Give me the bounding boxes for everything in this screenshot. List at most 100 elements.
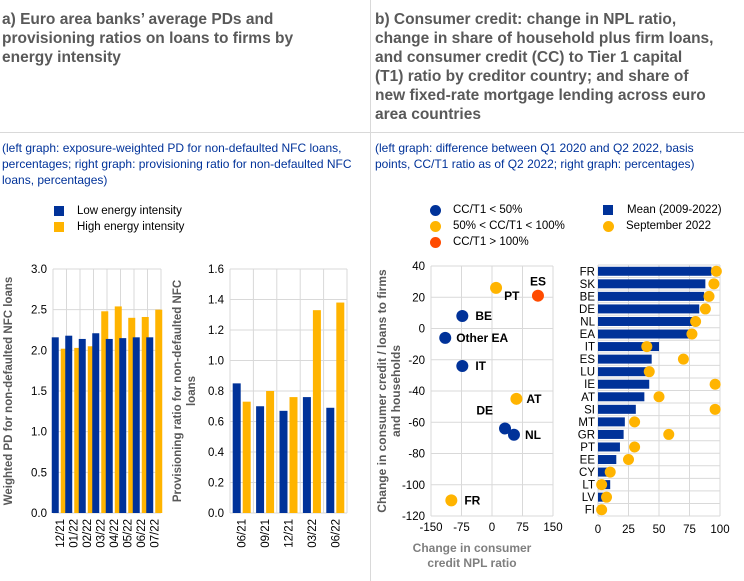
scatter-point-pt <box>490 281 503 294</box>
pd-chart-xtick-label: 04/22 <box>109 519 121 548</box>
provisioning-chart-bar-low <box>279 410 288 513</box>
scatter-ytick-label: -40 <box>408 386 425 398</box>
fixed-rate-bar-mean <box>598 316 694 326</box>
pd-chart-bar-high <box>101 311 109 513</box>
fixed-rate-bar-mean <box>598 392 645 402</box>
scatter-point-label: ES <box>530 275 546 289</box>
provisioning-chart-bar-low <box>302 397 311 513</box>
provisioning-chart-xtick-label: 09/21 <box>260 519 272 548</box>
pd-chart-ytick-label: 1.5 <box>31 386 47 398</box>
scatter-ytick-label: 40 <box>412 261 425 273</box>
subtitle-line: percentages; right graph: provisioning r… <box>2 157 352 171</box>
fixed-rate-dot-sep-2022 <box>653 391 665 403</box>
pd-chart-ylabel: Weighted PD for non-defaulted NFC loans <box>3 277 15 506</box>
panel-b-legend-right: Mean (2009-2022) September 2022 <box>603 202 722 234</box>
title-line: energy intensity <box>2 49 121 66</box>
fixed-rate-dot-sep-2022 <box>629 441 641 453</box>
scatter-point-label: NL <box>525 428 541 442</box>
fixed-rate-category-label: GR <box>578 429 595 441</box>
scatter-point-nl <box>507 428 520 441</box>
scatter-xtick-label: -150 <box>419 522 442 534</box>
legend-swatch-circle <box>430 204 441 216</box>
fixed-rate-category-label: AT <box>581 392 595 404</box>
pd-chart-bar-low <box>146 337 154 513</box>
pd-chart-xtick-label: 06/22 <box>136 519 148 548</box>
fixed-rate-category-label: MT <box>578 417 595 429</box>
fixed-rate-dot-sep-2022 <box>690 315 702 327</box>
scatter-point-fr <box>445 494 458 507</box>
scatter-ytick-label: -100 <box>402 480 425 492</box>
scatter-ytick-label: -120 <box>402 511 425 523</box>
fixed-rate-dot-sep-2022 <box>596 479 608 491</box>
provisioning-chart-bar-high <box>266 391 275 513</box>
provisioning-chart-ytick-label: 0.0 <box>208 508 224 520</box>
provisioning-chart-xtick-label: 06/22 <box>330 519 342 548</box>
legend-swatch-circle <box>430 236 441 248</box>
title-line: a) Euro area banks’ average PDs and <box>2 11 274 28</box>
pd-chart-ytick-label: 3.0 <box>31 264 47 276</box>
pd-chart-bar-high <box>155 309 163 513</box>
scatter-xlabel: Change in consumer <box>413 541 532 555</box>
fixed-rate-dot-sep-2022 <box>677 353 689 365</box>
fixed-rate-dot-sep-2022 <box>623 454 634 466</box>
fixed-rate-category-label: SI <box>584 404 595 416</box>
provisioning-chart-ytick-label: 1.2 <box>208 325 224 337</box>
title-line: area countries <box>375 106 481 123</box>
fixed-rate-category-label: LT <box>582 480 595 492</box>
fixed-rate-xtick-label: 100 <box>710 524 729 536</box>
legend-swatch-square <box>54 206 64 216</box>
panel-b-header-divider <box>371 132 744 133</box>
scatter-point-be <box>456 310 469 322</box>
fixed-rate-xtick-label: 25 <box>622 524 635 536</box>
scatter-point-it <box>456 360 469 372</box>
scatter-ytick-label: 0 <box>419 324 425 336</box>
scatter-point-label: IT <box>475 359 486 373</box>
scatter-xtick-label: 0 <box>489 522 495 534</box>
scatter-ytick-label: 20 <box>412 292 425 304</box>
fixed-rate-dot-sep-2022 <box>596 504 608 516</box>
fixed-rate-category-label: FI <box>585 505 595 517</box>
pd-chart-ytick-label: 0.5 <box>31 467 47 479</box>
fixed-rate-category-label: DE <box>579 304 595 316</box>
fixed-rate-dot-sep-2022 <box>708 278 720 290</box>
fixed-rate-dot-sep-2022 <box>686 328 698 340</box>
fixed-rate-bar-mean <box>598 467 608 477</box>
fixed-rate-category-label: ES <box>580 354 596 366</box>
fixed-rate-category-label: SK <box>580 279 596 291</box>
panel-a-header-divider <box>0 132 370 133</box>
pd-chart-bar-low <box>92 333 100 513</box>
scatter-point-es <box>531 289 544 302</box>
scatter-ylabel: Change in consumer credit / loans to fir… <box>375 269 389 513</box>
provisioning-chart-ytick-label: 0.4 <box>208 447 225 459</box>
fixed-rate-bar-mean <box>598 329 690 339</box>
provisioning-chart-ytick-label: 0.6 <box>208 417 224 429</box>
scatter-xtick-label: 75 <box>516 522 529 534</box>
title-line: change in share of household plus firm l… <box>375 30 714 47</box>
fixed-rate-bar-mean <box>598 266 712 276</box>
scatter-ytick-label: -80 <box>408 449 425 461</box>
fixed-rate-dot-sep-2022 <box>601 491 613 503</box>
fixed-rate-dot-sep-2022 <box>709 403 721 415</box>
fixed-rate-bar-mean <box>598 291 705 301</box>
pd-chart-bar-high <box>128 317 136 513</box>
fixed-rate-bar-mean <box>598 455 617 465</box>
legend-swatch-circle <box>603 220 614 232</box>
pd-chart-bar-low <box>105 338 113 513</box>
fixed-rate-bar-mean <box>598 429 624 439</box>
fixed-rate-dot-sep-2022 <box>629 416 641 428</box>
pd-chart-bar-low <box>51 337 59 513</box>
scatter-point-label: AT <box>526 392 542 406</box>
fixed-rate-bar-mean <box>598 342 659 352</box>
pd-chart-xtick-label: 12/21 <box>55 519 67 548</box>
title-line: (T1) ratio by creditor country; and shar… <box>375 68 689 85</box>
fixed-rate-category-label: LU <box>580 367 595 379</box>
provisioning-chart-bar-low <box>326 407 335 513</box>
fixed-rate-bar-mean <box>598 404 636 414</box>
fixed-rate-xtick-label: 75 <box>683 524 696 536</box>
provisioning-chart-bar-high <box>312 310 321 513</box>
provisioning-chart-bar-high <box>336 302 345 513</box>
provisioning-chart-bar-high <box>289 397 298 513</box>
scatter-xtick-label: -75 <box>453 522 470 534</box>
fixed-rate-category-label: EA <box>580 329 596 341</box>
fixed-rate-dot-sep-2022 <box>663 428 675 440</box>
